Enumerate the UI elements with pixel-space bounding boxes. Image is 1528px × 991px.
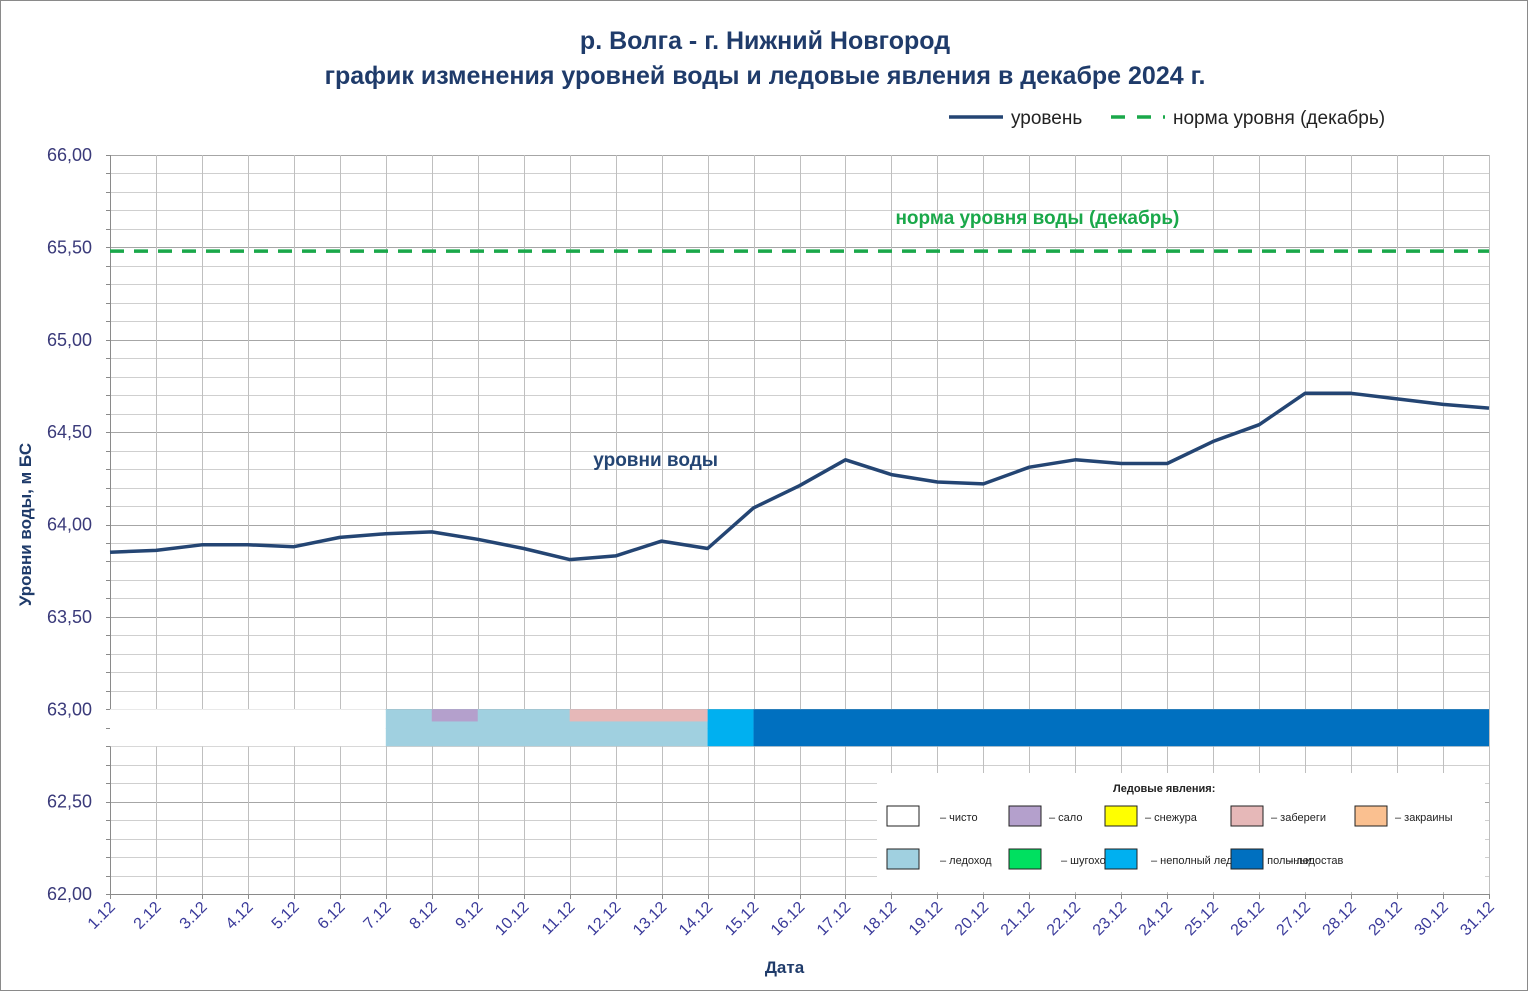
ice-legend-swatch: [1230, 805, 1264, 827]
water-level-line: [109, 391, 1490, 562]
x-tick-label: 16.12: [768, 899, 808, 939]
ice-band: [110, 709, 1489, 747]
y-tick-label: 63,00: [47, 699, 92, 719]
legend-label-1: уровень: [1011, 108, 1082, 129]
x-tick-label: 6.12: [315, 899, 349, 933]
x-tick-label: 15.12: [722, 899, 762, 939]
chart-subtitle: график изменения уровней воды и ледовые …: [324, 62, 1206, 90]
ice-legend-box: [877, 773, 1485, 892]
x-tick-label: 25.12: [1182, 899, 1222, 939]
ice-overlay: [569, 709, 708, 722]
y-axis-title: Уровни воды, м БС: [16, 443, 35, 606]
y-tick-labels: 62,00 62,50 63,00 63,50 64,00 64,50 65,00 65,50…: [47, 145, 92, 904]
ice-overlay: [431, 709, 478, 722]
x-tick-label: 5.12: [269, 899, 303, 933]
y-tick-label: 64,00: [47, 515, 92, 535]
ice-legend: Ледовые явления: – чисто – сало – снежура – …: [877, 773, 1485, 892]
x-tick-label: 4.12: [223, 899, 257, 933]
ice-legend-swatch: [1008, 848, 1042, 870]
ice-segment: [707, 709, 754, 747]
y-tick-label: 66,00: [47, 145, 92, 165]
ice-legend-label: – закраины: [1395, 812, 1453, 824]
x-tick-label: 11.12: [539, 899, 579, 939]
y-tick-label: 63,50: [47, 607, 92, 627]
x-tick-label: 12.12: [584, 899, 624, 939]
ice-legend-swatch: [886, 848, 920, 870]
ice-legend-label: – ледостав: [1287, 855, 1344, 867]
ice-legend-swatch: [1008, 805, 1042, 827]
ice-legend-label: – сало: [1049, 812, 1082, 824]
x-tick-label: 28.12: [1320, 899, 1360, 939]
x-tick-label: 21.12: [998, 899, 1038, 939]
x-tick-label: 30.12: [1412, 899, 1452, 939]
x-tick-label: 8.12: [407, 899, 441, 933]
levels-annotation: уровни воды: [593, 450, 718, 471]
x-axis-title: Дата: [765, 958, 805, 977]
x-tick-label: 24.12: [1136, 899, 1176, 939]
chart-title: р. Волга - г. Нижний Новгород: [579, 27, 951, 55]
y-tick-label: 62,50: [47, 792, 92, 812]
ice-legend-swatch: [1230, 848, 1264, 870]
x-tick-label: 18.12: [860, 899, 900, 939]
ice-segment: [110, 709, 386, 747]
x-tick-label: 2.12: [131, 899, 165, 933]
x-tick-label: 26.12: [1228, 899, 1268, 939]
x-tick-label: 14.12: [676, 899, 716, 939]
norm-annotation: норма уровня воды (декабрь): [895, 208, 1179, 229]
x-tick-label: 10.12: [492, 899, 532, 939]
ice-legend-label: – чисто: [940, 812, 978, 824]
ice-legend-label: – ледоход: [940, 855, 992, 867]
x-tick-labels: 1.12 2.12 3.12 4.12 5.12 6.12 7.12 8.12 9.12 10.1…: [85, 899, 1498, 939]
ice-segment: [753, 709, 1489, 747]
x-tick-label: 3.12: [177, 899, 211, 933]
x-tick-label: 27.12: [1274, 899, 1314, 939]
ice-legend-label: – забереги: [1271, 812, 1326, 824]
y-tick-label: 64,50: [47, 422, 92, 442]
legend-label-2: норма уровня (декабрь): [1173, 108, 1385, 129]
ice-legend-label: – снежура: [1145, 812, 1198, 824]
series-legend: уровень норма уровня (декабрь): [949, 108, 1385, 129]
x-tick-label: 13.12: [630, 899, 670, 939]
x-tick-label: 22.12: [1044, 899, 1084, 939]
grid: [106, 155, 1490, 899]
x-tick-label: 29.12: [1366, 899, 1406, 939]
y-tick-label: 65,00: [47, 330, 92, 350]
x-tick-label: 23.12: [1090, 899, 1130, 939]
ice-legend-swatch: [1354, 805, 1388, 827]
ice-legend-swatch: [886, 805, 920, 827]
y-tick-label: 62,00: [47, 884, 92, 904]
series: [109, 249, 1490, 562]
ice-legend-swatch: [1104, 805, 1138, 827]
y-tick-label: 65,50: [47, 237, 92, 257]
x-tick-label: 9.12: [453, 899, 487, 933]
x-tick-label: 17.12: [814, 899, 854, 939]
x-tick-label: 31.12: [1457, 899, 1497, 939]
x-tick-label: 7.12: [361, 899, 395, 933]
ice-legend-swatch: [1104, 848, 1138, 870]
ice-legend-label: – шугоход: [1061, 855, 1113, 867]
x-tick-label: 20.12: [952, 899, 992, 939]
x-tick-label: 19.12: [906, 899, 946, 939]
ice-legend-title: Ледовые явления:: [1113, 783, 1215, 795]
